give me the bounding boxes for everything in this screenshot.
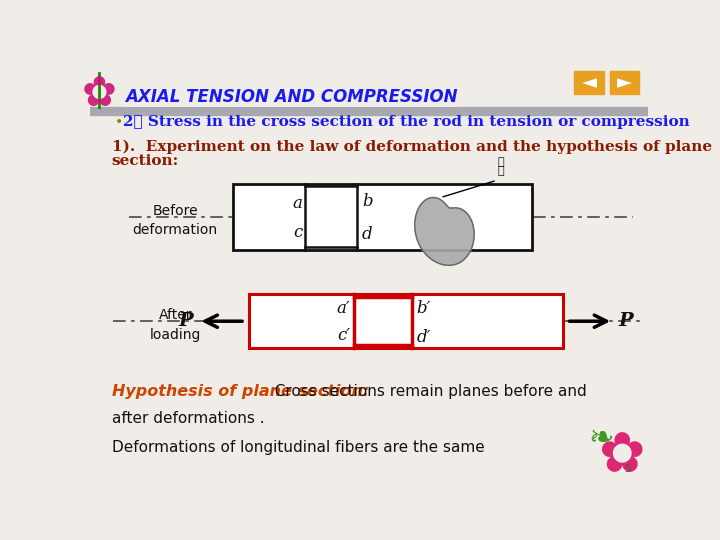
- Bar: [575, 71, 604, 94]
- Text: 1).  Experiment on the law of deformation and the hypothesis of plane: 1). Experiment on the law of deformation…: [112, 139, 712, 154]
- Text: P: P: [179, 312, 193, 330]
- Text: 横
截: 横 截: [498, 157, 504, 177]
- Text: AXIAL TENSION AND COMPRESSION: AXIAL TENSION AND COMPRESSION: [125, 88, 457, 106]
- Bar: [610, 71, 639, 94]
- Text: Deformations of longitudinal fibers are the same: Deformations of longitudinal fibers are …: [112, 440, 485, 455]
- Text: P: P: [618, 312, 633, 330]
- Text: d: d: [362, 226, 373, 242]
- Polygon shape: [415, 198, 474, 265]
- Bar: [249, 294, 563, 348]
- Text: a′: a′: [337, 300, 351, 316]
- Text: 2、 Stress in the cross section of the rod in tension or compression: 2、 Stress in the cross section of the ro…: [122, 115, 689, 129]
- Text: b: b: [362, 193, 373, 210]
- Text: b′: b′: [416, 300, 431, 316]
- Text: ✿: ✿: [598, 430, 644, 484]
- Text: After
loading: After loading: [150, 308, 201, 342]
- Text: a: a: [292, 195, 302, 212]
- Text: ◄: ◄: [582, 73, 597, 92]
- Text: Hypothesis of plane section:: Hypothesis of plane section:: [112, 384, 369, 400]
- Text: ❧: ❧: [589, 424, 614, 453]
- Text: •: •: [114, 115, 123, 129]
- Text: ✿: ✿: [82, 73, 117, 115]
- Bar: [90, 107, 648, 115]
- Text: after deformations .: after deformations .: [112, 411, 264, 426]
- Text: ►: ►: [617, 73, 632, 92]
- Text: 5: 5: [624, 464, 631, 475]
- Text: section:: section:: [112, 154, 179, 168]
- Text: c′: c′: [338, 327, 351, 345]
- Text: d′: d′: [416, 329, 431, 346]
- Text: Cross sections remain planes before and: Cross sections remain planes before and: [265, 384, 587, 400]
- Text: Before
deformation: Before deformation: [132, 204, 218, 238]
- Bar: [233, 184, 532, 249]
- Text: c: c: [293, 224, 302, 241]
